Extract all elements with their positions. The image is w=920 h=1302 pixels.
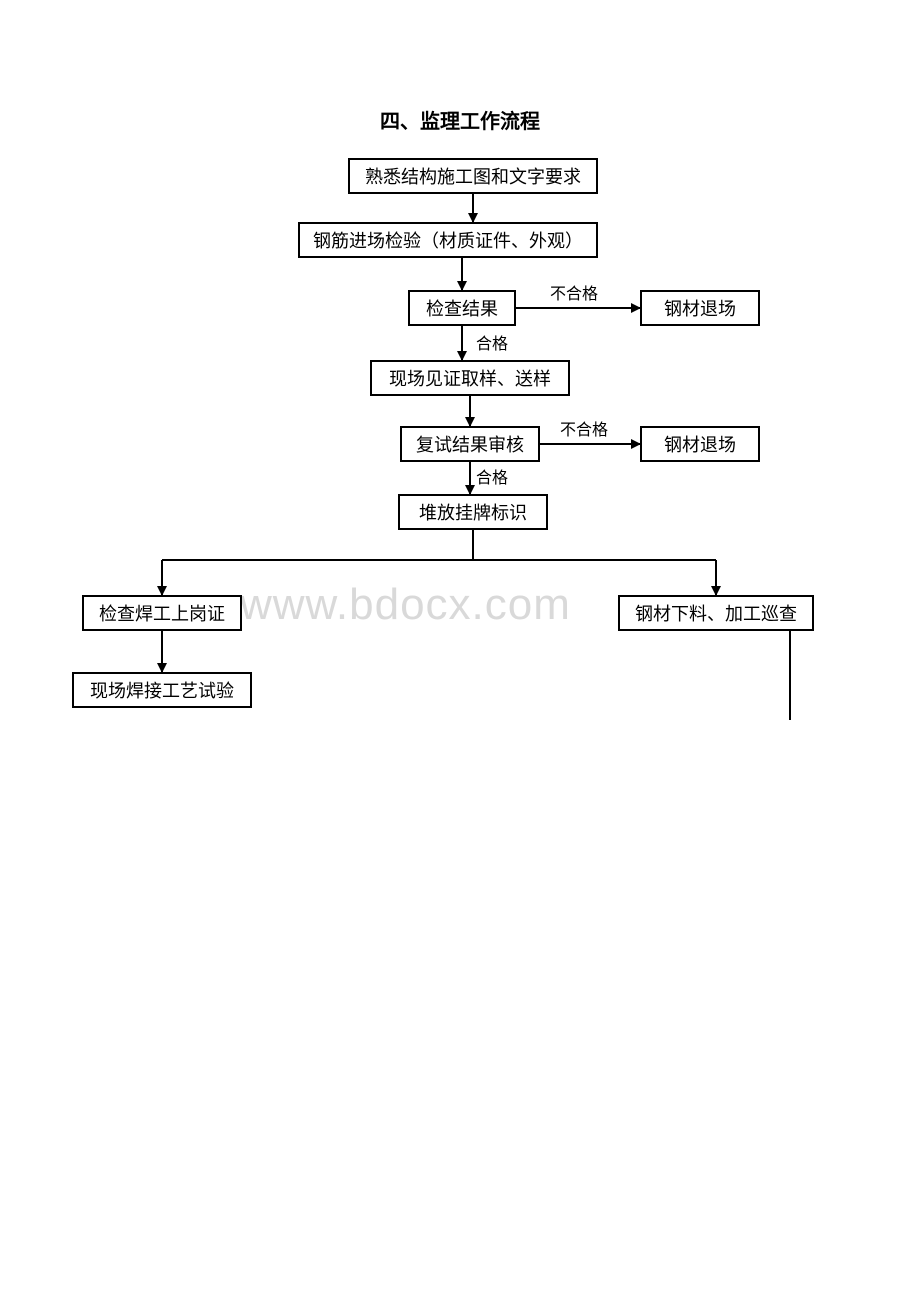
flowchart-connectors [0, 0, 920, 1302]
